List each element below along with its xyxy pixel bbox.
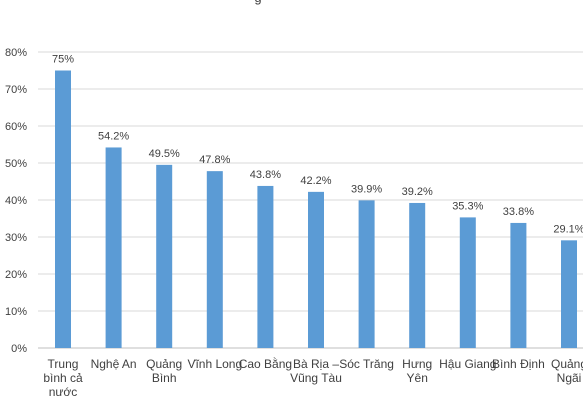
bar — [206, 171, 223, 348]
y-tick-label: 50% — [5, 158, 27, 170]
x-category-label: Quảng Bình — [146, 357, 182, 385]
data-label: 42.2% — [300, 175, 331, 187]
bars — [55, 70, 577, 348]
y-tick-label: 10% — [5, 306, 27, 318]
x-category-label: Bà Rịa – Vũng Tàu — [290, 357, 342, 385]
x-category-label: Cao Bằng — [239, 356, 292, 371]
bar — [459, 217, 476, 348]
y-tick-label: 80% — [5, 47, 27, 59]
x-category-label: Bình Định — [492, 357, 545, 371]
x-category-label: Hưng Yên — [402, 357, 432, 385]
y-tick-label: 30% — [5, 232, 27, 244]
data-label: 35.3% — [452, 200, 483, 212]
x-category-label: Nghệ An — [91, 357, 137, 371]
bar — [561, 240, 577, 348]
x-category-label: Sóc Trăng — [339, 357, 394, 371]
bar — [409, 202, 426, 348]
bar — [257, 185, 274, 348]
data-label: 75% — [52, 54, 74, 66]
data-label: 43.8% — [250, 169, 281, 181]
data-label: 29.1% — [553, 223, 583, 235]
x-category-label: Hậu Giang — [439, 357, 496, 371]
data-label: 39.2% — [402, 186, 433, 198]
x-category-label: Trung bình cả nước — [43, 357, 83, 399]
x-category-label: Vĩnh Long — [187, 357, 242, 371]
bar — [358, 200, 375, 348]
bar — [156, 164, 173, 348]
bar — [55, 70, 71, 348]
data-labels: 75% 54.2% 49.5% 47.8% 43.8% 42.2% 39.9% 39.2% 35… — [52, 54, 583, 236]
data-label: 47.8% — [199, 154, 230, 166]
y-axis-ticks: 0% 10% 20% 30% 40% 50% 60% 70% 80% — [5, 47, 27, 355]
x-category-label: QuảngNgãi — [551, 357, 583, 385]
y-tick-label: 20% — [5, 269, 27, 281]
bar — [308, 191, 324, 348]
data-label: 54.2% — [98, 130, 129, 142]
bar — [105, 147, 122, 348]
data-label: 39.9% — [351, 183, 382, 195]
x-axis-categories: Trung bình cả nước Nghệ An Quảng Bình Vĩnh Lon… — [43, 356, 583, 399]
bar — [510, 222, 527, 348]
y-tick-label: 70% — [5, 84, 27, 96]
data-label: 33.8% — [503, 206, 534, 218]
data-label: 49.5% — [149, 148, 180, 160]
y-tick-label: 40% — [5, 195, 27, 207]
chart-title-fragment: g — [254, 0, 261, 5]
y-tick-label: 60% — [5, 121, 27, 133]
y-tick-label: 0% — [11, 343, 27, 355]
